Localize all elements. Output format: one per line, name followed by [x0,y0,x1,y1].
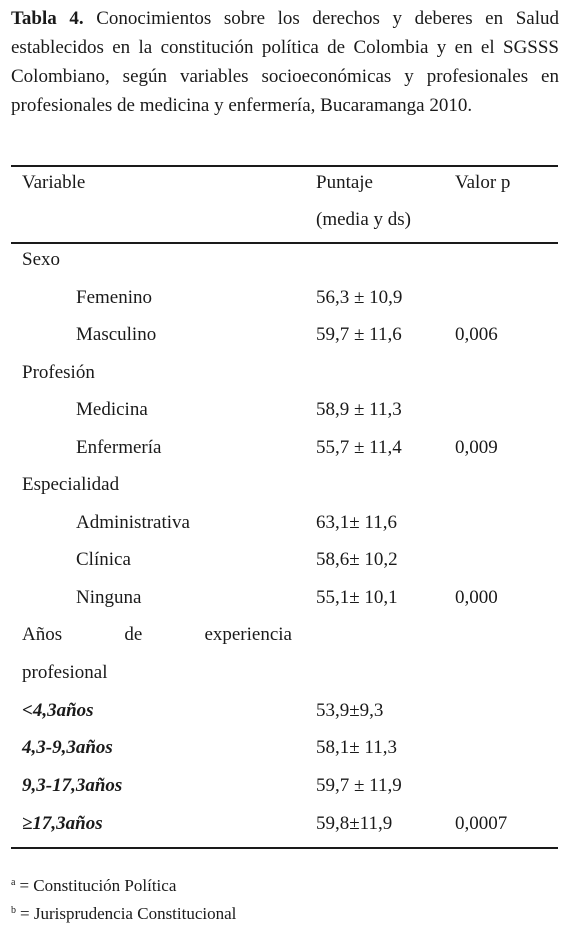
row-label: <4,3años [22,700,94,721]
top-rule [11,165,558,167]
row-label: Masculino [76,324,157,345]
row-label: Ninguna [76,587,142,608]
row-label: 4,3-9,3años [22,737,113,758]
row-pvalue: 0,006 [455,324,498,345]
footnote-mark: a [11,877,16,888]
header-pvalue: Valor p [455,172,511,193]
table-label: Tabla 4. [11,8,84,29]
row-score: 58,6± 10,2 [316,549,398,570]
group-label-sexo: Sexo [22,249,60,270]
row-score: 59,7 ± 11,9 [316,775,402,796]
footnote: b = Jurisprudencia Constitucional [11,900,236,925]
row-label: Enfermería [76,437,162,458]
row-label: Medicina [76,399,148,420]
row-score: 55,7 ± 11,4 [316,437,402,458]
table-caption: Tabla 4. Conocimientos sobre los derecho… [11,4,559,120]
group-label-word: Años [22,624,63,645]
row-label: Administrativa [76,512,190,533]
group-label-especialidad: Especialidad [22,474,120,495]
footnote-text: = Jurisprudencia Constitucional [20,904,237,923]
header-variable: Variable [22,172,86,193]
row-label: Femenino [76,287,152,308]
row-score: 55,1± 10,1 [316,587,398,608]
group-label-word: experiencia [204,624,292,645]
footnote: a = Constitución Política [11,872,176,897]
row-score: 59,8±11,9 [316,813,393,834]
footnote-text: = Constitución Política [19,876,177,895]
row-label: ≥17,3años [22,813,103,834]
row-pvalue: 0,0007 [455,813,508,834]
row-label: 9,3-17,3años [22,775,123,796]
row-pvalue: 0,009 [455,437,498,458]
row-label: Clínica [76,549,131,570]
row-score: 53,9±9,3 [316,700,384,721]
bottom-rule [11,847,558,849]
row-score: 59,7 ± 11,6 [316,324,402,345]
header-rule [11,242,558,244]
group-label-profesion: Profesión [22,362,95,383]
group-label-word: de [124,624,143,645]
row-score: 58,1± 11,3 [316,737,397,758]
row-score: 63,1± 11,6 [316,512,397,533]
footnote-mark: b [11,905,16,916]
caption-text: Conocimientos sobre los derechos y deber… [11,8,559,116]
row-score: 56,3 ± 10,9 [316,287,403,308]
row-score: 58,9 ± 11,3 [316,399,402,420]
group-label-experiencia-line2: profesional [22,662,108,683]
group-label-experiencia: Años de experiencia [22,623,292,647]
header-score-line1: Puntaje [316,172,373,193]
row-pvalue: 0,000 [455,587,498,608]
header-score-line2: (media y ds) [316,209,411,230]
